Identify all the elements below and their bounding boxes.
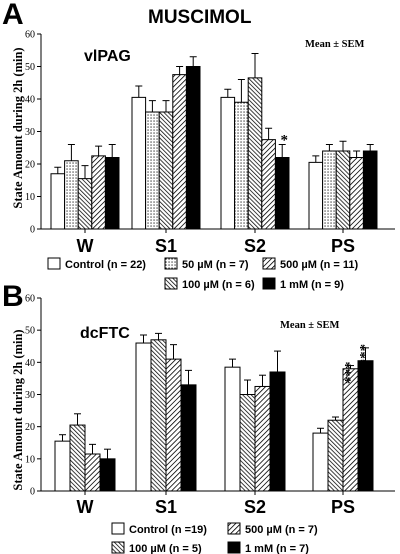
panel-b-y-tick-label: 0 <box>30 487 35 498</box>
panel-a-bar <box>158 111 174 230</box>
panel-a-bar <box>131 96 147 230</box>
panel-b-category-label: S2 <box>244 497 266 517</box>
panel-a-y-tick-label: 20 <box>25 160 35 171</box>
panel-a-bar <box>247 77 263 230</box>
panel-b-bar <box>342 368 359 492</box>
panel-b-letter: B <box>2 280 24 313</box>
panel-a-significance-marker: * <box>280 133 288 149</box>
panel-a-bar <box>64 160 79 230</box>
panel-b-legend-label: Control (n =19) <box>129 524 207 536</box>
panel-a-legend-swatch <box>164 277 178 290</box>
panel-a-bar <box>220 96 236 230</box>
panel-b-category-label: S1 <box>155 497 177 517</box>
panel-b-y-tick-label: 50 <box>25 326 35 337</box>
panel-b-legend-swatch <box>227 522 241 535</box>
panel-b-stat-label: Mean ± SEM <box>280 320 340 331</box>
panel-a-bar <box>77 178 93 230</box>
panel-a-stat-label: Mean ± SEM <box>305 39 365 50</box>
panel-b-y-tick-label: 40 <box>25 358 35 369</box>
panel-b-bar <box>150 339 167 492</box>
panel-b-category-label: W <box>77 497 94 517</box>
panel-b-y-tick-label: 30 <box>25 390 35 401</box>
panel-a-legend-swatch <box>262 257 276 270</box>
panel-b-y-tick-label: 10 <box>25 454 35 465</box>
panel-a-bar <box>172 74 187 230</box>
panel-b-legend-label: 1 mM (n = 7) <box>245 543 309 554</box>
panel-a-category-label: W <box>77 236 94 256</box>
panel-b-bar <box>84 453 101 492</box>
panel-a-legend-label: 50 µM (n = 7) <box>182 259 249 271</box>
panel-a-legend-label: Control (n = 22) <box>65 259 146 271</box>
panel-b-legend-swatch <box>111 541 125 554</box>
panel-b-bar <box>135 342 152 492</box>
panel-a-bar <box>362 150 378 230</box>
panel-a-y-tick-label: 0 <box>30 225 35 236</box>
panel-b-bar <box>312 432 329 492</box>
panel-a-chart: 0 10 20 30 40 50 60 W S1 S2 PS * Control (n = 22) 50 … <box>25 30 395 291</box>
panel-b-y-tick-label: 20 <box>25 422 35 433</box>
chart-title: MUSCIMOL <box>148 7 252 28</box>
panel-a-bar <box>50 173 66 230</box>
panel-a-region-label: vlPAG <box>84 48 131 65</box>
panel-b-chart: 0 10 20 30 40 50 60 W S1 S2 PS ****** Control (n =19… <box>25 294 395 554</box>
panel-a-y-tick-label: 30 <box>25 127 35 138</box>
panel-b-bar <box>69 424 86 492</box>
panel-b-legend-label: 500 µM (n = 7) <box>245 524 318 536</box>
panel-a-y-tick-label: 50 <box>25 62 35 73</box>
panel-a-category-label: PS <box>331 236 355 256</box>
panel-a-bar <box>322 150 337 230</box>
panel-a-y-tick-label: 60 <box>25 30 35 41</box>
panel-a-bar <box>274 157 290 230</box>
panel-a-legend-swatch <box>262 277 276 290</box>
panel-b-legend-label: 100 µM (n = 5) <box>129 543 202 554</box>
panel-b-bar <box>180 384 197 492</box>
panel-a-bar <box>234 101 249 230</box>
panel-a-legend-label: 500 µM (n = 11) <box>280 259 359 271</box>
panel-a-bar <box>308 161 324 230</box>
panel-b-bar <box>165 358 182 492</box>
panel-b-region-label: dcFTC <box>80 325 130 342</box>
panel-a-bar <box>104 157 120 230</box>
panel-a-bar <box>145 111 160 230</box>
panel-b-legend-swatch <box>227 541 241 554</box>
panel-a-bar <box>91 155 106 230</box>
panel-a-y-tick-label: 10 <box>25 192 35 203</box>
panel-a-y-tick-label: 40 <box>25 95 35 106</box>
panel-b-bar <box>239 394 256 492</box>
panel-a-bar <box>349 157 364 230</box>
panel-b-bar <box>254 385 271 492</box>
panel-a-legend-swatch <box>164 257 178 270</box>
panel-b-bar <box>357 360 374 492</box>
panel-a-letter: A <box>2 0 24 31</box>
panel-a-bar <box>261 139 276 230</box>
panel-a-legend-label: 100 µM (n = 6) <box>182 279 255 291</box>
panel-b-y-axis-label: State Amount during 2h (min) <box>11 329 25 490</box>
panel-a-bar <box>335 150 351 230</box>
panel-b-bar <box>269 371 286 492</box>
panel-a-legend-swatch <box>47 257 61 270</box>
panel-b-bar <box>99 458 116 492</box>
panel-a-category-label: S1 <box>155 236 177 256</box>
panel-b-significance-marker: *** <box>343 362 359 385</box>
panel-b-significance-marker: *** <box>358 344 374 367</box>
panel-b-legend-swatch <box>111 522 125 535</box>
panel-a-bar <box>185 66 201 230</box>
panel-a-y-axis-label: State Amount during 2h (min) <box>11 47 25 208</box>
panel-a-category-label: S2 <box>244 236 266 256</box>
panel-b-bar <box>327 419 344 492</box>
panel-b-bar <box>224 366 241 492</box>
panel-b-bar <box>54 440 71 492</box>
panel-b-category-label: PS <box>331 497 355 517</box>
panel-b-y-tick-label: 60 <box>25 294 35 305</box>
panel-a-legend-label: 1 mM (n = 9) <box>280 279 344 291</box>
